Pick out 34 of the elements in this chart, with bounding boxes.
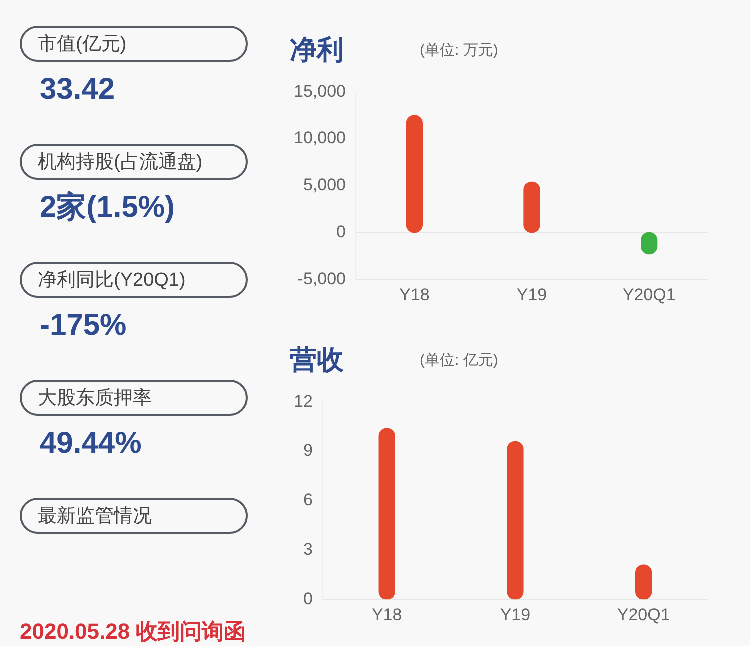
y-tick-label: 0 bbox=[303, 589, 313, 608]
bar bbox=[507, 441, 524, 600]
y-tick-label: 12 bbox=[294, 392, 313, 411]
y-tick-label: 3 bbox=[303, 540, 313, 559]
x-tick-label: Y20Q1 bbox=[617, 605, 670, 624]
text: 最新监管情况 bbox=[20, 498, 248, 534]
text: 市值(亿元) bbox=[20, 26, 248, 62]
text: 净利同比(Y20Q1) bbox=[20, 262, 248, 298]
bar bbox=[524, 182, 540, 234]
x-tick-label: Y18 bbox=[372, 605, 402, 624]
bar bbox=[406, 115, 423, 234]
text: 33.42 bbox=[39, 72, 116, 108]
x-tick-label: Y19 bbox=[500, 605, 531, 624]
x-tick-label: Y19 bbox=[516, 285, 548, 304]
y-tick-label: -5,000 bbox=[298, 269, 346, 288]
y-tick-label: 6 bbox=[303, 490, 313, 510]
text: -175% bbox=[39, 308, 128, 344]
y-tick-label: 15,000 bbox=[294, 82, 346, 101]
text: 2家(1.5%) bbox=[39, 190, 176, 226]
text: 大股东质押率 bbox=[20, 380, 248, 416]
text: 2020.05.28 收到问询函 bbox=[20, 618, 246, 646]
chart-subtitle: (单位: 亿元) bbox=[420, 350, 498, 370]
chart-title: 营收 bbox=[289, 344, 345, 377]
bar bbox=[378, 428, 396, 600]
y-tick-label: 5,000 bbox=[303, 176, 346, 195]
y-tick-label: 9 bbox=[303, 441, 313, 460]
y-tick-label: 10,000 bbox=[294, 128, 346, 148]
text: 机构持股(占流通盘) bbox=[20, 144, 248, 180]
chart-subtitle: (单位: 万元) bbox=[420, 40, 498, 60]
x-tick-label: Y18 bbox=[400, 285, 430, 304]
x-tick-label: Y20Q1 bbox=[622, 285, 676, 304]
chart-title: 净利 bbox=[289, 34, 345, 67]
y-tick-label: 0 bbox=[336, 222, 346, 242]
text: 49.44% bbox=[39, 426, 143, 462]
